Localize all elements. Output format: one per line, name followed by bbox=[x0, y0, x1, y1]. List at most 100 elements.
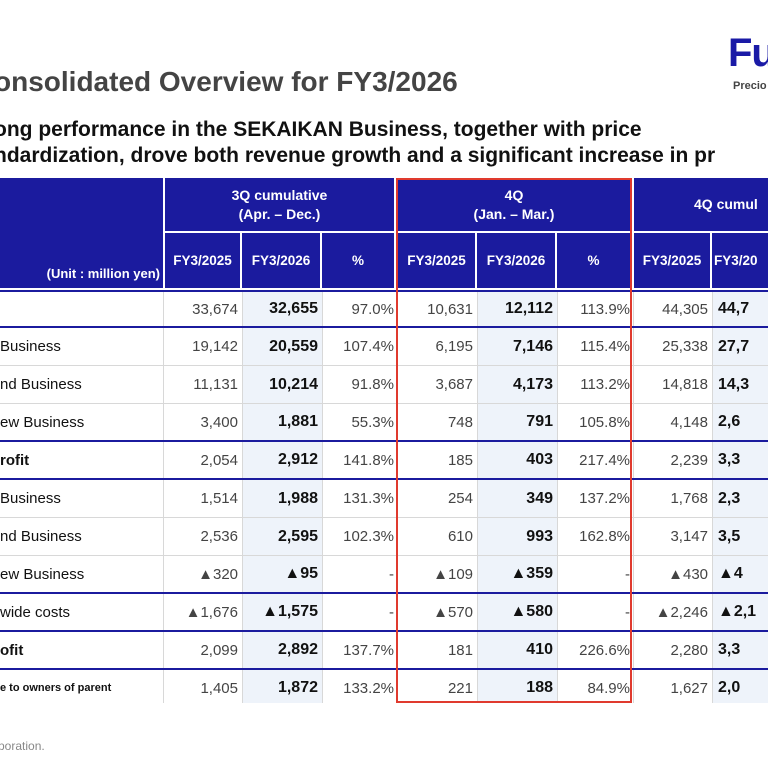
row-label: rofit bbox=[0, 451, 30, 469]
table-cell: 2,912 bbox=[242, 442, 322, 478]
subtitle-line-2: ndardization, drove both revenue growth … bbox=[0, 144, 716, 167]
table-row: wide costs ▲1,676 ▲1,575 - ▲570 ▲580 - ▲2,246 ▲2… bbox=[0, 594, 768, 632]
column-divider bbox=[633, 632, 634, 668]
table-cell: 1,872 bbox=[242, 670, 322, 703]
table-cell: 3,5 bbox=[712, 518, 768, 555]
table-cell: 44,305 bbox=[662, 300, 708, 318]
column-divider bbox=[712, 670, 713, 703]
table-cell: ▲109 bbox=[433, 565, 473, 583]
table-row: rofit 2,054 2,912 141.8% 185 403 217.4% 2,239 3,… bbox=[0, 442, 768, 480]
column-divider bbox=[397, 404, 398, 440]
table-cell: ▲2,246 bbox=[655, 603, 708, 621]
table-cell: 2,6 bbox=[712, 404, 768, 440]
column-divider bbox=[633, 292, 634, 326]
table-cell: 19,142 bbox=[192, 338, 238, 355]
table-cell: 185 bbox=[447, 451, 473, 469]
column-divider bbox=[397, 632, 398, 668]
column-divider bbox=[397, 670, 398, 703]
column-divider bbox=[712, 594, 713, 630]
column-divider bbox=[163, 670, 164, 703]
table-cell: 10,214 bbox=[242, 366, 322, 403]
table-cell: ▲570 bbox=[433, 603, 473, 621]
subheader-4q-fy2026: FY3/2026 bbox=[477, 233, 555, 288]
table-cell: 97.0% bbox=[351, 300, 394, 318]
column-divider bbox=[712, 442, 713, 478]
table-cell: 141.8% bbox=[343, 451, 394, 469]
table-cell: 2,239 bbox=[670, 451, 708, 469]
subheader-3q-fy2026: FY3/2026 bbox=[242, 233, 320, 288]
table-cell: 2,280 bbox=[670, 641, 708, 659]
table-cell: 2,3 bbox=[712, 480, 768, 517]
overview-table: (Unit : million yen) 3Q cumulative (Apr.… bbox=[0, 178, 768, 703]
column-divider bbox=[557, 404, 558, 440]
table-cell: ▲580 bbox=[477, 594, 557, 630]
column-divider bbox=[712, 366, 713, 403]
table-cell: 3,3 bbox=[712, 632, 768, 668]
column-divider bbox=[242, 480, 243, 517]
table-cell: 188 bbox=[477, 670, 557, 703]
column-divider bbox=[477, 594, 478, 630]
group-header-line-2: (Apr. – Dec.) bbox=[238, 205, 321, 222]
column-divider bbox=[557, 670, 558, 703]
table-cell: ▲95 bbox=[242, 556, 322, 592]
table-cell: 105.8% bbox=[579, 413, 630, 431]
table-cell: ▲1,676 bbox=[185, 603, 238, 621]
table-cell: 14,3 bbox=[712, 366, 768, 403]
table-cell: 137.2% bbox=[579, 490, 630, 507]
column-divider bbox=[163, 366, 164, 403]
column-divider bbox=[397, 556, 398, 592]
column-divider bbox=[557, 518, 558, 555]
table-cell: 1,768 bbox=[670, 490, 708, 507]
column-divider bbox=[163, 404, 164, 440]
table-cell: 2,0 bbox=[712, 670, 768, 703]
column-divider bbox=[633, 556, 634, 592]
column-divider bbox=[242, 442, 243, 478]
row-label: nd Business bbox=[0, 528, 82, 545]
column-divider bbox=[397, 366, 398, 403]
column-divider bbox=[397, 480, 398, 517]
column-divider bbox=[557, 632, 558, 668]
column-divider bbox=[477, 366, 478, 403]
column-divider bbox=[242, 328, 243, 365]
column-divider bbox=[557, 442, 558, 478]
table-row: Business 19,142 20,559 107.4% 6,195 7,146 115.… bbox=[0, 328, 768, 366]
subheader-4q-fy2025: FY3/2025 bbox=[398, 233, 475, 288]
column-divider bbox=[242, 556, 243, 592]
table-cell: 44,7 bbox=[712, 292, 768, 326]
column-divider bbox=[633, 366, 634, 403]
table-cell: 1,405 bbox=[200, 679, 238, 697]
table-cell: 3,3 bbox=[712, 442, 768, 478]
table-cell: ▲320 bbox=[198, 565, 238, 583]
table-cell: 1,514 bbox=[200, 490, 238, 507]
table-cell: 84.9% bbox=[587, 679, 630, 697]
column-divider bbox=[633, 594, 634, 630]
table-cell: 748 bbox=[447, 413, 473, 431]
page-subtitle: ong performance in the SEKAIKAN Business… bbox=[0, 117, 715, 169]
table-cell: 113.9% bbox=[580, 300, 630, 318]
table-cell: 226.6% bbox=[579, 641, 630, 659]
column-divider bbox=[712, 556, 713, 592]
subheader-4q-percent: % bbox=[557, 233, 630, 288]
table-cell: 1,881 bbox=[242, 404, 322, 440]
column-divider bbox=[633, 480, 634, 517]
table-cell: 254 bbox=[447, 490, 473, 507]
table-cell: 137.7% bbox=[343, 641, 394, 659]
column-divider bbox=[557, 480, 558, 517]
table-cell: 610 bbox=[447, 528, 473, 545]
table-cell: 27,7 bbox=[712, 328, 768, 365]
column-divider bbox=[322, 292, 323, 326]
table-cell: 993 bbox=[477, 518, 557, 555]
column-divider bbox=[242, 518, 243, 555]
column-divider bbox=[557, 328, 558, 365]
column-divider bbox=[477, 480, 478, 517]
column-divider bbox=[163, 328, 164, 365]
table-cell: 113.2% bbox=[580, 376, 630, 393]
table-row: Business 1,514 1,988 131.3% 254 349 137.2% 1,76… bbox=[0, 480, 768, 518]
column-divider bbox=[633, 404, 634, 440]
table-cell: 2,099 bbox=[200, 641, 238, 659]
table-cell: 10,631 bbox=[427, 300, 473, 318]
table-cell: 221 bbox=[447, 679, 473, 697]
table-cell: 181 bbox=[447, 641, 473, 659]
table-cell: 133.2% bbox=[343, 679, 394, 697]
table-cell: 2,892 bbox=[242, 632, 322, 668]
